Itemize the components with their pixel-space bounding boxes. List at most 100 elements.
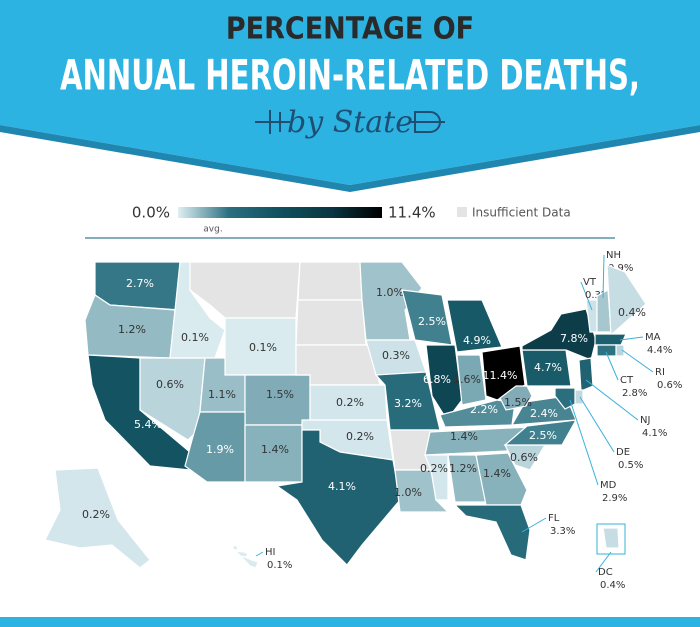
map: 2.7% 1.2% 5.4% 0.6% 0.1% 0.1% 1.1% 1.5% 1.9% 1.4%… [44,250,682,591]
value-label: 1.5% [266,388,294,401]
state-name: MD [600,480,617,491]
legend-min-label: 0.0% [132,204,170,222]
state [475,452,528,506]
leader-line [595,551,612,573]
state [596,344,617,357]
value-label: 0.2% [336,396,364,409]
state-name: RI [655,367,665,378]
header-banner [0,0,700,185]
state [602,527,620,549]
value-label: 4.9% [463,334,491,347]
legend-missing-label: Insufficient Data [472,206,571,220]
state-name: VT [583,277,597,288]
state [456,354,487,406]
state [424,454,449,501]
leader-line [621,349,654,373]
state [574,389,584,405]
state [439,399,516,428]
syringe-icon [255,110,445,134]
state [578,357,594,392]
value-label: 0.6% [156,378,184,391]
state [184,411,246,483]
leader-line [580,281,593,311]
value-label: 1.6% [453,373,481,386]
value-label: 2.2% [470,403,498,416]
leader-line [605,351,619,381]
state [297,261,363,301]
value-label: 11.4% [483,369,518,382]
value-label: 0.1% [181,331,209,344]
state [44,467,151,569]
value-label: 5.4% [134,418,162,431]
leader-line [619,336,644,341]
leader-line [585,379,639,421]
value-label: 1.5% [504,396,532,409]
state-name: DC [598,567,613,578]
state [231,544,259,569]
state [554,387,576,410]
value-label: 0.6% [657,380,682,391]
value-label: 1.2% [118,323,146,336]
title: ANNUAL HEROIN-RELATED DEATHS, [60,51,640,100]
leader-line [569,399,599,486]
state [359,261,423,341]
value-label: 3.2% [394,397,422,410]
value-label: 1.4% [261,443,289,456]
leader-line [579,396,615,453]
value-label: 4.1% [328,480,356,493]
state-name: DE [616,447,630,458]
legend-gradient [178,207,382,218]
value-label: 0.4% [600,580,625,591]
value-label: 1.4% [483,467,511,480]
state [446,299,503,353]
value-label: 0.9% [608,263,633,274]
footer-bar [0,617,700,627]
value-label: 2.8% [622,388,647,399]
value-label: 3.3% [550,526,575,537]
state [425,344,463,422]
value-label: 2.4% [530,407,558,420]
leader-line [521,517,547,533]
state [503,419,578,446]
value-label: 1.2% [449,462,477,475]
state [394,469,450,513]
leader-line [602,254,605,299]
state-name: FL [548,513,560,524]
value-label: 1.1% [208,388,236,401]
state [275,429,401,566]
state-name: HI [265,547,275,558]
value-label: 2.9% [602,493,627,504]
value-label: 4.4% [647,345,672,356]
state [189,261,301,319]
state [606,264,647,337]
value-label: 0.2% [420,462,448,475]
state [401,289,453,346]
value-label: 1.0% [376,286,404,299]
value-label: 2.5% [418,315,446,328]
value-label: 0.2% [82,508,110,521]
value-label: 2.5% [529,429,557,442]
leader-line [255,551,264,557]
value-label: 7.8% [560,332,588,345]
legend-avg-label: avg. [203,225,222,235]
legend-missing-swatch [457,207,467,217]
legend-max-label: 11.4% [388,204,436,222]
value-label: 4.1% [642,428,667,439]
value-label: 0.5% [618,460,643,471]
value-label: 0.6% [510,451,538,464]
state-name: CT [620,375,634,386]
value-label: 0.3% [382,349,410,362]
value-label: 4.7% [534,361,562,374]
subtitle: by State [287,105,413,140]
value-label: 0.1% [267,560,292,571]
value-label: 0.2% [346,430,374,443]
value-label: 0.1% [249,341,277,354]
state-name: MA [645,332,661,343]
value-label: 2.7% [126,277,154,290]
state-name: NJ [640,415,650,426]
state [453,504,531,561]
value-label: 0.4% [618,306,646,319]
value-label: 1.4% [450,430,478,443]
state [295,299,367,346]
